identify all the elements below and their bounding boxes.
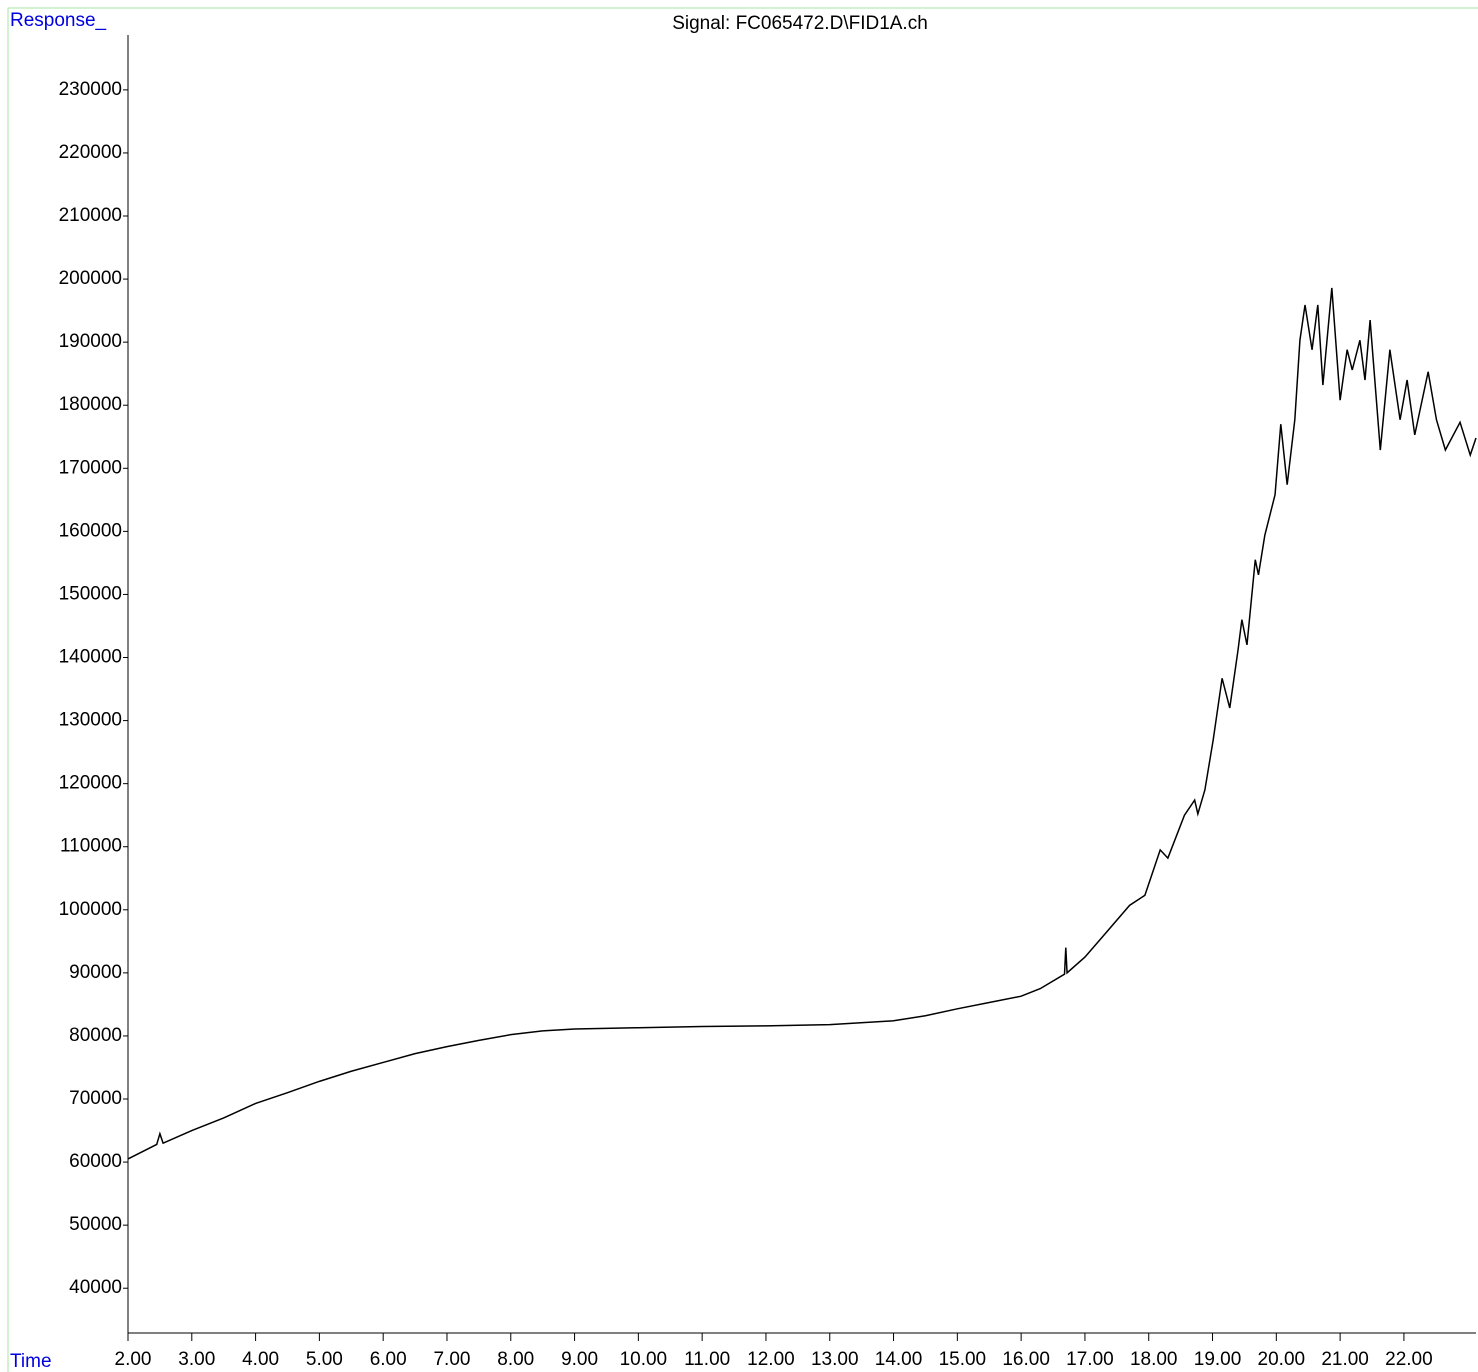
x-tick-label: 8.00 — [497, 1349, 534, 1370]
y-tick-label: 60000 — [69, 1151, 122, 1172]
x-tick-label: 14.00 — [875, 1349, 923, 1370]
y-tick-label: 150000 — [59, 583, 122, 604]
x-axis-label: Time — [10, 1351, 52, 1372]
x-tick-label: 18.00 — [1130, 1349, 1178, 1370]
x-tick-label: 4.00 — [242, 1349, 279, 1370]
x-tick-label: 7.00 — [433, 1349, 470, 1370]
y-tick-label: 100000 — [59, 899, 122, 920]
y-axis-label: Response_ — [10, 10, 107, 31]
x-tick-label: 19.00 — [1194, 1349, 1242, 1370]
y-tick-label: 120000 — [59, 773, 122, 794]
x-tick-label: 9.00 — [561, 1349, 598, 1370]
x-tick-label: 12.00 — [747, 1349, 795, 1370]
x-tick-label: 10.00 — [620, 1349, 668, 1370]
y-tick-label: 180000 — [59, 394, 122, 415]
x-tick-label: 22.00 — [1385, 1349, 1433, 1370]
x-tick-label: 5.00 — [306, 1349, 343, 1370]
x-tick-label: 6.00 — [370, 1349, 407, 1370]
x-tick-label: 13.00 — [811, 1349, 859, 1370]
x-tick-label: 2.00 — [115, 1349, 152, 1370]
x-tick-label: 20.00 — [1258, 1349, 1306, 1370]
y-tick-label: 170000 — [59, 457, 122, 478]
y-tick-label: 80000 — [69, 1025, 122, 1046]
y-tick-label: 160000 — [59, 520, 122, 541]
y-tick-label: 130000 — [59, 710, 122, 731]
y-tick-label: 210000 — [59, 205, 122, 226]
y-tick-label: 110000 — [60, 836, 122, 857]
y-tick-label: 140000 — [59, 647, 122, 668]
y-tick-label: 200000 — [59, 268, 122, 289]
y-tick-label: 40000 — [69, 1277, 122, 1298]
y-tick-label: 190000 — [59, 331, 122, 352]
x-tick-label: 15.00 — [939, 1349, 987, 1370]
x-tick-label: 16.00 — [1002, 1349, 1050, 1370]
y-tick-label: 230000 — [59, 79, 122, 100]
x-tick-label: 11.00 — [684, 1349, 730, 1370]
signal-line — [127, 287, 1477, 1160]
y-tick-label: 220000 — [59, 142, 122, 163]
y-tick-label: 50000 — [69, 1214, 122, 1235]
x-tick-label: 21.00 — [1321, 1349, 1369, 1370]
chart-title: Signal: FC065472.D\FID1A.ch — [672, 13, 928, 34]
y-tick-label: 70000 — [69, 1088, 122, 1109]
x-tick-label: 3.00 — [178, 1349, 215, 1370]
x-tick-label: 17.00 — [1066, 1349, 1114, 1370]
y-tick-label: 90000 — [69, 962, 122, 983]
